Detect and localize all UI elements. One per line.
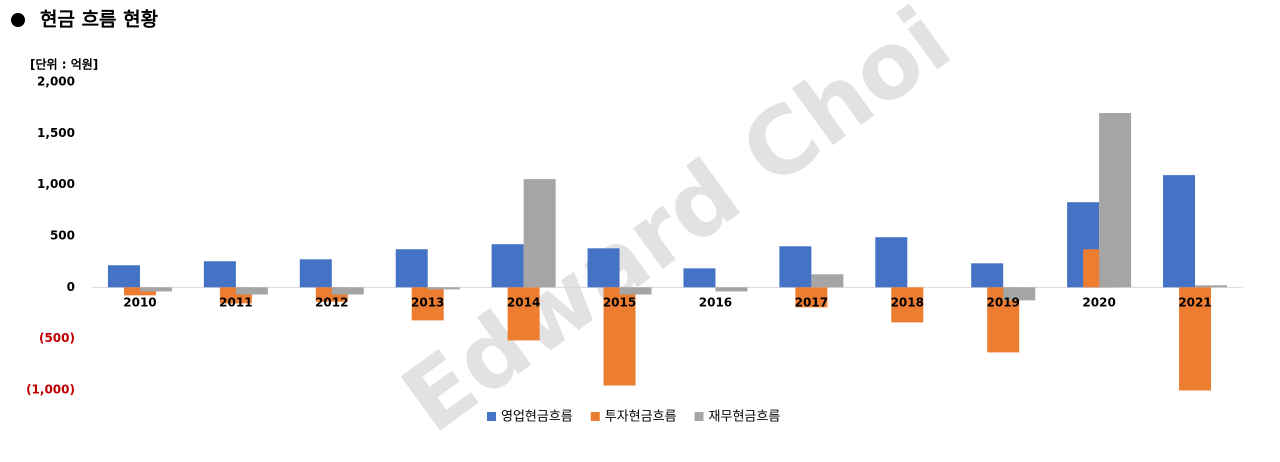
y-tick-label: 1,500	[37, 126, 75, 140]
legend-swatch	[694, 412, 704, 421]
bar	[683, 268, 716, 288]
bar	[1099, 113, 1132, 288]
bar	[795, 287, 828, 308]
y-tick-label: 0	[67, 280, 75, 294]
bar	[619, 287, 652, 295]
bar	[603, 287, 636, 386]
x-tick-label: 2017	[795, 296, 828, 310]
bar	[971, 263, 1004, 288]
bar	[587, 248, 620, 288]
bar	[395, 249, 428, 288]
x-tick-label: 2010	[123, 296, 156, 310]
y-tick-label: 500	[50, 229, 75, 243]
x-tick-label: 2013	[411, 296, 444, 310]
bar	[1179, 287, 1212, 391]
watermark: Edward Choi	[383, 0, 969, 453]
legend-swatch	[487, 412, 496, 421]
legend-label: 투자현금흐름	[605, 410, 677, 425]
bar	[235, 287, 268, 295]
x-tick-label: 2020	[1082, 296, 1115, 310]
bar	[523, 179, 556, 288]
x-tick-label: 2018	[891, 296, 924, 310]
x-tick-label: 2015	[603, 296, 636, 310]
legend-label: 재무현금흐름	[709, 410, 781, 425]
x-tick-label: 2011	[219, 296, 252, 310]
chart-title: 현금 흐름 현황	[40, 8, 159, 31]
bar	[139, 287, 172, 292]
title-bullet	[11, 13, 25, 27]
bar	[491, 244, 524, 288]
bar	[811, 274, 844, 288]
bar	[507, 287, 540, 341]
bar	[1195, 285, 1228, 288]
bar	[715, 287, 748, 292]
y-tick-label: 2,000	[37, 75, 75, 89]
x-tick-label: 2014	[507, 296, 540, 310]
bar	[107, 265, 140, 288]
bar	[331, 287, 364, 295]
x-tick-label: 2021	[1178, 296, 1211, 310]
legend-label: 영업현금흐름	[501, 410, 573, 425]
bar	[427, 287, 460, 290]
bar	[891, 287, 924, 323]
x-tick-label: 2016	[699, 296, 732, 310]
legend-swatch	[590, 412, 600, 421]
bar	[1003, 287, 1036, 301]
bar	[203, 261, 236, 288]
y-tick-label: (500)	[39, 331, 75, 345]
y-tick-label: (1,000)	[26, 383, 75, 397]
bar	[1163, 175, 1196, 288]
x-tick-label: 2019	[987, 296, 1020, 310]
unit-label: [단위 : 억원]	[30, 57, 98, 72]
bar	[779, 246, 812, 288]
bar	[875, 237, 908, 288]
bar	[411, 287, 444, 321]
y-tick-label: 1,000	[37, 177, 75, 191]
x-tick-label: 2012	[315, 296, 348, 310]
bar	[299, 259, 332, 288]
